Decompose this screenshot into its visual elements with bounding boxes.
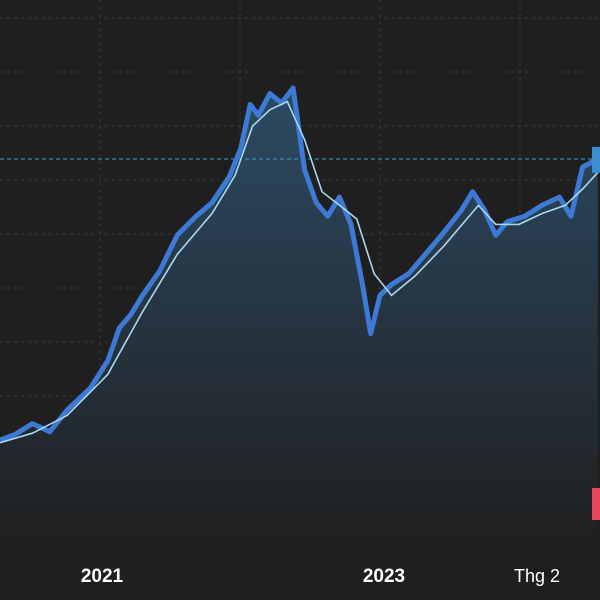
price-line [0, 85, 599, 443]
x-tick-label: 2021 [81, 566, 124, 587]
price-area-fill [0, 88, 598, 548]
last-volume-marker [592, 488, 600, 520]
x-tick-label: Thg 2 [514, 566, 560, 586]
x-tick-label: 2023 [363, 566, 405, 587]
last-price-marker [592, 146, 600, 173]
x-axis-labels: 2021 2023 Thg 2 [81, 566, 560, 587]
moving-average-line [0, 100, 599, 444]
